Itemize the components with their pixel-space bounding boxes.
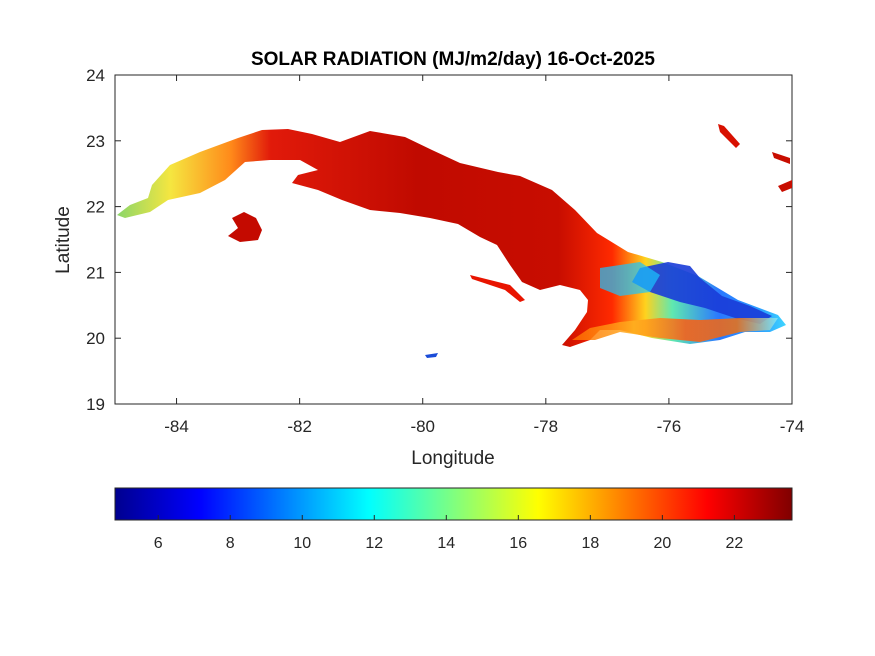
- colorbar-tick-label: 14: [437, 535, 455, 552]
- colorbar-tick-label: 16: [509, 535, 527, 552]
- y-tick-label: 21: [86, 263, 105, 282]
- x-tick-label: -76: [657, 417, 682, 436]
- y-tick-label: 20: [86, 329, 105, 348]
- colorbar-tick-label: 12: [365, 535, 383, 552]
- chart-title: SOLAR RADIATION (MJ/m2/day) 16-Oct-2025: [251, 49, 655, 70]
- x-tick-label: -82: [287, 417, 312, 436]
- colorbar-tick-label: 8: [226, 535, 235, 552]
- colorbar-tick-label: 10: [293, 535, 311, 552]
- x-tick-label: -74: [780, 417, 805, 436]
- colorbar-ticks: 6 8 10 12 14 16 18 20 22: [154, 515, 743, 552]
- x-tick-label: -78: [534, 417, 559, 436]
- eastern-coast-fragment-2: [778, 180, 792, 192]
- south-east-coast: [572, 318, 778, 342]
- y-tick-label: 24: [86, 66, 105, 85]
- x-tick-label: -80: [410, 417, 435, 436]
- colorbar: [114, 487, 793, 521]
- y-tick-label: 22: [86, 198, 105, 217]
- southern-key: [425, 353, 438, 358]
- isla-de-la-juventud: [228, 212, 262, 242]
- colorbar-tick-label: 20: [653, 535, 671, 552]
- y-tick-label: 19: [86, 395, 105, 414]
- east-mid-radiation-zone: [600, 262, 660, 296]
- southern-cays: [470, 275, 525, 302]
- plot-area: [114, 74, 793, 405]
- heatmap-map: [117, 124, 792, 358]
- northern-cay: [718, 124, 740, 148]
- x-axis-label: Longitude: [411, 448, 494, 469]
- colorbar-tick-label: 22: [725, 535, 743, 552]
- eastern-coast-fragment: [772, 152, 790, 164]
- y-tick-label: 23: [86, 132, 105, 151]
- y-axis-label: Latitude: [53, 206, 74, 274]
- east-low-radiation-zone: [632, 262, 772, 324]
- colorbar-tick-label: 6: [154, 535, 163, 552]
- y-axis: 19 20 21 22 23 24: [86, 66, 792, 414]
- colorbar-tick-label: 18: [581, 535, 599, 552]
- x-axis: -84 -82 -80 -78 -76 -74: [164, 75, 804, 436]
- x-tick-label: -84: [164, 417, 189, 436]
